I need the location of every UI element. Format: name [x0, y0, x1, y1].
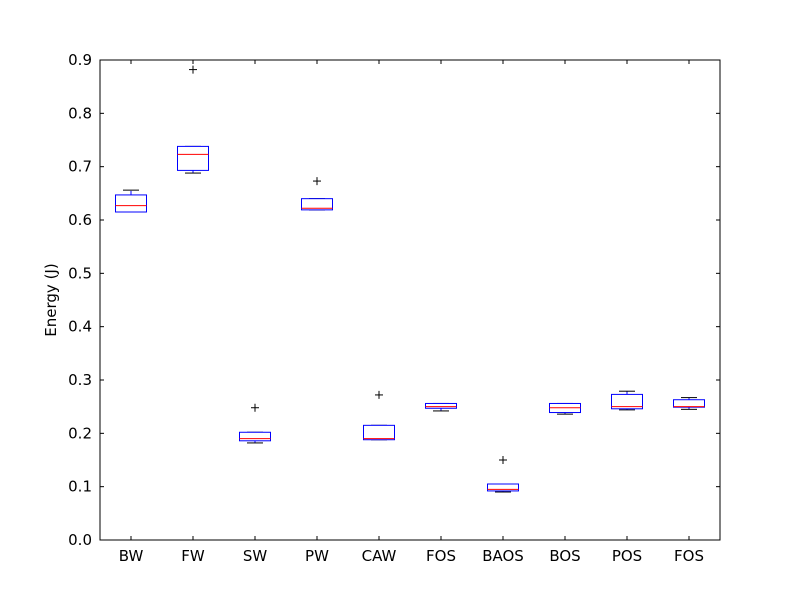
x-tick-label: POS — [612, 547, 642, 565]
box-fw — [177, 65, 209, 174]
y-tick-label: 0.6 — [68, 211, 92, 229]
y-tick-label: 0.1 — [68, 478, 92, 496]
outlier-point — [375, 390, 383, 399]
x-tick-label: BAOS — [482, 547, 524, 565]
y-tick-label: 0.3 — [68, 371, 92, 389]
iqr-box — [177, 145, 209, 171]
x-tick-label: BW — [119, 547, 144, 565]
x-tick-label: SW — [243, 547, 268, 565]
x-tick-label: FOS — [426, 547, 456, 565]
box-sw — [239, 403, 271, 444]
y-tick-label: 0.2 — [68, 424, 92, 442]
iqr-box — [301, 198, 333, 211]
y-tick-label: 0.9 — [68, 51, 92, 69]
plot-frame — [99, 59, 721, 541]
x-tick-label: FW — [181, 547, 205, 565]
x-tick-label: PW — [305, 547, 329, 565]
outlier-point — [251, 403, 259, 412]
iqr-box — [239, 431, 271, 442]
iqr-box — [487, 483, 519, 492]
x-tick-label: BOS — [549, 547, 580, 565]
outlier-point — [313, 177, 321, 186]
iqr-box — [115, 194, 147, 213]
box-fos — [425, 402, 457, 412]
box-pos — [611, 390, 643, 411]
x-tick-label: FOS — [674, 547, 704, 565]
box-baos — [487, 456, 519, 493]
y-tick-label: 0.7 — [68, 158, 92, 176]
box-bos — [549, 402, 581, 415]
x-axis: BW FW SW PW CAW FOS BAOS BOS POS FOS — [119, 60, 704, 565]
box-fos — [673, 397, 705, 410]
outlier-point — [499, 456, 507, 464]
iqr-box — [363, 424, 395, 441]
box-caw — [363, 390, 395, 441]
y-tick-label: 0.4 — [68, 318, 92, 336]
box-pw — [301, 177, 333, 211]
y-axis: 0.0 0.1 0.2 0.3 0.4 0.5 0.6 0.7 0.8 0.9 — [68, 51, 720, 549]
y-tick-label: 0.8 — [68, 104, 92, 122]
outlier-point — [189, 65, 197, 74]
iqr-box — [425, 402, 457, 409]
box-bw — [115, 189, 147, 213]
iqr-box — [611, 393, 643, 410]
y-tick-label: 0.0 — [68, 531, 92, 549]
iqr-box — [673, 399, 705, 408]
y-axis-label: Energy (J) — [42, 263, 60, 336]
plot-marks — [115, 65, 705, 493]
y-tick-label: 0.5 — [68, 264, 92, 282]
x-tick-label: CAW — [362, 547, 397, 565]
